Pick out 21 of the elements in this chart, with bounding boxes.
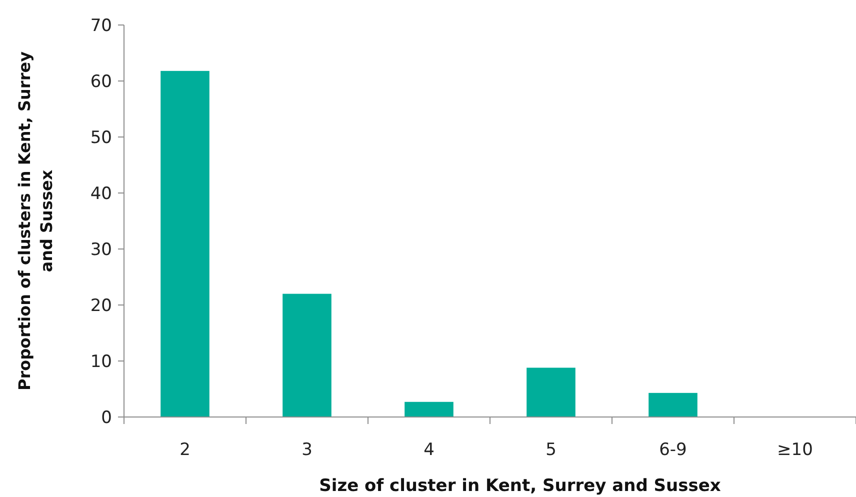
x-tick-label: 5 <box>546 440 556 460</box>
y-tick-label: 60 <box>90 72 112 92</box>
y-tick-label: 70 <box>90 16 112 36</box>
y-tick-label: 20 <box>90 296 112 316</box>
y-axis-title: Proportion of clusters in Kent, Surrey and Sussex <box>15 50 56 390</box>
bar <box>648 392 698 417</box>
bar <box>282 294 332 417</box>
y-tick-label: 0 <box>101 408 112 428</box>
x-tick-label: 2 <box>180 440 190 460</box>
y-tick-label: 40 <box>90 184 112 204</box>
x-tick-label: 3 <box>302 440 312 460</box>
x-axis-title: Size of cluster in Kent, Surrey and Sussex <box>319 476 721 496</box>
x-tick-label: ≥10 <box>777 440 813 460</box>
bar <box>160 70 210 417</box>
x-tick-label: 6-9 <box>659 440 687 460</box>
bar <box>404 402 454 417</box>
x-tick-label: 4 <box>424 440 434 460</box>
y-tick-label: 30 <box>90 240 112 260</box>
y-tick-label: 50 <box>90 128 112 148</box>
bar <box>526 368 576 417</box>
y-tick-label: 10 <box>90 352 112 372</box>
